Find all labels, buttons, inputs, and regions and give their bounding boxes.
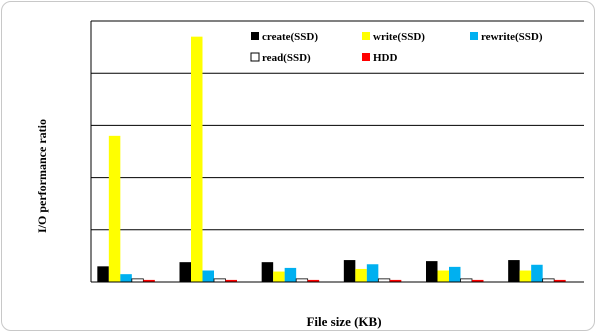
bar-hdd-5 <box>554 279 566 282</box>
bar-create-ssd--3 <box>343 260 356 282</box>
legend-swatch-3 <box>250 52 260 62</box>
bar-write-ssd--2 <box>273 271 285 282</box>
legend: create(SSD) write(SSD) rewrite(SSD) read(SS… <box>250 31 543 64</box>
x-axis-label: File size (KB) <box>306 314 381 329</box>
legend-swatch-2 <box>470 32 478 40</box>
bar-create-ssd--0 <box>97 266 109 282</box>
bar-rewrite-ssd--0 <box>120 274 132 282</box>
axes <box>90 21 584 283</box>
bar-rewrite-ssd--5 <box>531 264 543 282</box>
legend-label-0: create(SSD) <box>262 31 318 43</box>
bar-write-ssd--0 <box>108 135 121 282</box>
bar-create-ssd--2 <box>261 262 274 282</box>
bars <box>97 36 566 283</box>
bar-write-ssd--3 <box>355 268 367 282</box>
bar-write-ssd--4 <box>437 270 449 282</box>
bar-rewrite-ssd--2 <box>284 267 297 282</box>
grid-lines <box>91 20 584 231</box>
bar-write-ssd--5 <box>519 270 532 282</box>
legend-swatch-0 <box>251 32 259 40</box>
bar-rewrite-ssd--3 <box>366 264 379 282</box>
bar-create-ssd--5 <box>508 260 520 282</box>
bar-hdd-2 <box>307 279 320 282</box>
bar-hdd-1 <box>225 279 237 282</box>
bar-create-ssd--1 <box>179 262 191 282</box>
bar-write-ssd--1 <box>191 36 203 282</box>
legend-label-1: write(SSD) <box>373 31 425 43</box>
legend-swatch-4 <box>362 53 370 61</box>
legend-swatch-1 <box>362 32 370 40</box>
y-axis-label: I/O performance ratio <box>35 119 49 233</box>
bar-create-ssd--4 <box>426 261 438 282</box>
bar-rewrite-ssd--1 <box>202 270 214 282</box>
legend-label-4: HDD <box>373 52 398 64</box>
bar-hdd-0 <box>143 279 155 282</box>
bar-hdd-3 <box>389 279 402 282</box>
legend-label-3: read(SSD) <box>262 52 311 64</box>
bar-hdd-4 <box>472 279 484 282</box>
bar-rewrite-ssd--4 <box>449 266 461 282</box>
legend-label-2: rewrite(SSD) <box>481 31 543 43</box>
